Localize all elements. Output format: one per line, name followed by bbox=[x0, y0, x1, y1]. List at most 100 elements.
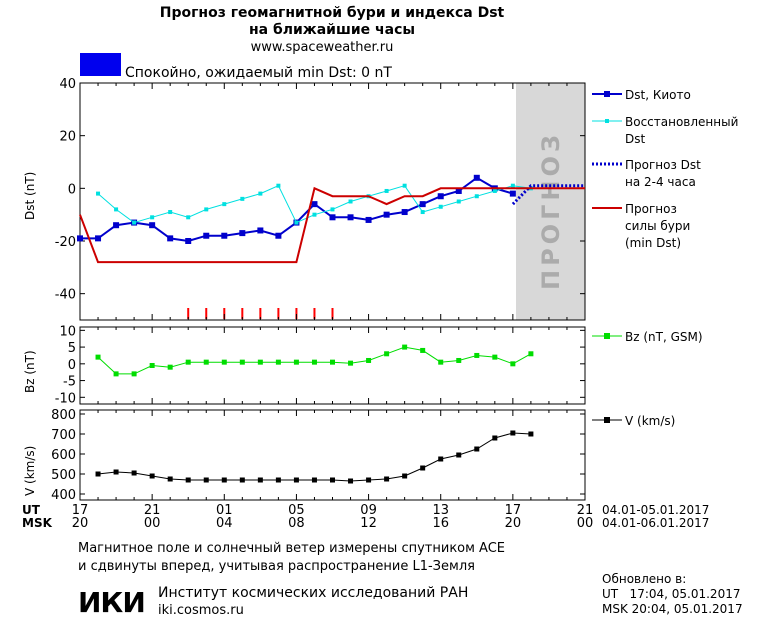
msk-tick-label: 16 bbox=[432, 516, 449, 531]
v-point bbox=[185, 477, 191, 483]
dst-kyoto-point bbox=[185, 238, 192, 244]
bz-point bbox=[239, 359, 245, 365]
dst-kyoto-point bbox=[77, 235, 83, 242]
ut-tick-label: 21 bbox=[144, 503, 161, 518]
bz-point bbox=[275, 359, 281, 365]
dst-restored-point bbox=[168, 210, 173, 215]
dst-kyoto-point bbox=[509, 190, 516, 197]
msk-tick-label: 08 bbox=[288, 516, 305, 531]
bz-point bbox=[149, 363, 155, 368]
dst-restored-point bbox=[330, 207, 335, 212]
legend-dst-forecast-2: на 2-4 часа bbox=[625, 175, 696, 189]
dst-ytick-label: 40 bbox=[59, 77, 76, 92]
footer-note-line1: Магнитное поле и солнечный ветер измерен… bbox=[78, 541, 505, 556]
dst-kyoto-point bbox=[437, 193, 444, 200]
iki-logo: ИКИ bbox=[78, 586, 145, 619]
institute-site: iki.cosmos.ru bbox=[158, 603, 244, 618]
dst-restored-point bbox=[258, 191, 263, 196]
msk-label: MSK bbox=[22, 516, 53, 530]
v-point bbox=[275, 477, 281, 483]
dst-kyoto-point bbox=[455, 187, 462, 194]
dst-kyoto-point bbox=[473, 174, 480, 181]
msk-tick-label: 00 bbox=[144, 516, 161, 531]
v-ytick-label: 500 bbox=[51, 468, 76, 483]
dst-kyoto-point bbox=[149, 222, 156, 229]
msk-tick-label: 20 bbox=[505, 516, 522, 531]
dst-kyoto-point bbox=[329, 214, 336, 221]
dst-restored-point bbox=[312, 212, 317, 217]
site-url: www.spaceweather.ru bbox=[251, 40, 394, 55]
dst-restored-point bbox=[96, 191, 101, 196]
dst-kyoto-point bbox=[239, 230, 246, 237]
msk-tick-label: 04 bbox=[216, 516, 233, 531]
dst-ytick-label: -20 bbox=[55, 235, 76, 250]
bz-point bbox=[95, 354, 101, 360]
legend-storm-2: силы бури bbox=[625, 219, 690, 233]
bz-point bbox=[402, 344, 408, 350]
legend-storm-3: (min Dst) bbox=[625, 236, 681, 250]
bz-ytick-label: 5 bbox=[68, 341, 76, 356]
legend-dst-kyoto-marker bbox=[604, 91, 610, 97]
dst-ylabel: Dst (nT) bbox=[23, 172, 37, 220]
v-point bbox=[366, 477, 372, 483]
dst-restored-point bbox=[186, 215, 191, 220]
dst-kyoto-point bbox=[203, 232, 210, 239]
dst-restored-point bbox=[402, 183, 407, 188]
legend-v-marker bbox=[604, 417, 610, 423]
v-point bbox=[113, 469, 119, 475]
v-point bbox=[420, 465, 426, 471]
v-point bbox=[203, 477, 209, 483]
msk-tick-label: 12 bbox=[360, 516, 377, 531]
bz-ylabel: Bz (nT) bbox=[23, 350, 37, 393]
dst-restored-point bbox=[222, 202, 227, 207]
bz-ytick-label: 10 bbox=[59, 324, 76, 339]
bz-ytick-label: 0 bbox=[68, 358, 76, 373]
dst-restored-point bbox=[132, 220, 137, 225]
legend-dst-forecast-1: Прогноз Dst bbox=[625, 158, 701, 172]
v-point bbox=[131, 470, 137, 476]
v-point bbox=[293, 477, 299, 483]
updated-msk: MSK 20:04, 05.01.2017 bbox=[602, 602, 743, 616]
bz-panel: 10 5 0 -5-10 Bz (nT) bbox=[23, 324, 586, 406]
dst-restored-point bbox=[240, 196, 245, 201]
legend-bz: Bz (nT, GSM) bbox=[625, 330, 703, 344]
v-point bbox=[492, 435, 498, 441]
v-frame bbox=[79, 409, 586, 501]
v-point bbox=[438, 456, 444, 462]
dst-kyoto-point bbox=[365, 216, 372, 223]
legend-storm-1: Прогноз bbox=[625, 202, 677, 216]
bz-point bbox=[366, 357, 372, 363]
dst-restored-point bbox=[348, 199, 353, 204]
dst-restored-point bbox=[384, 188, 389, 193]
dst-restored-point bbox=[438, 204, 443, 209]
bz-point bbox=[167, 364, 173, 370]
bz-ytick-label: -5 bbox=[63, 375, 76, 390]
dst-kyoto-point bbox=[275, 232, 282, 239]
bz-point bbox=[348, 360, 354, 366]
v-point bbox=[384, 476, 390, 482]
v-ytick-label: 700 bbox=[51, 428, 76, 443]
msk-range: 04.01-06.01.2017 bbox=[602, 516, 709, 530]
v-panel: 800 700 600 500 400 V (km/s) bbox=[23, 408, 586, 503]
dst-restored-point bbox=[294, 220, 299, 225]
msk-tick-label: 20 bbox=[72, 516, 89, 531]
legend-bz-marker bbox=[604, 333, 610, 339]
bz-ytick-label: -10 bbox=[55, 391, 76, 406]
status-text: Спокойно, ожидаемый min Dst: 0 nT bbox=[125, 65, 392, 81]
v-point bbox=[95, 471, 101, 477]
v-ylabel: V (km/s) bbox=[23, 446, 37, 496]
updated-label: Обновлено в: bbox=[602, 572, 686, 586]
dst-restored-point bbox=[420, 210, 425, 215]
dst-ytick-label: 20 bbox=[59, 130, 76, 145]
dst-kyoto-point bbox=[311, 201, 318, 208]
bz-point bbox=[221, 359, 227, 365]
ut-range: 04.01-05.01.2017 bbox=[602, 503, 709, 517]
dst-kyoto-point bbox=[95, 235, 102, 242]
v-point bbox=[474, 446, 480, 452]
bz-point bbox=[203, 359, 209, 365]
dst-ytick-label: 0 bbox=[68, 182, 76, 197]
ut-tick-label: 17 bbox=[505, 503, 522, 518]
legend-v: V (km/s) bbox=[625, 414, 675, 428]
ut-tick-label: 05 bbox=[288, 503, 305, 518]
legend-dst-restored-1: Восстановленный bbox=[625, 115, 738, 129]
